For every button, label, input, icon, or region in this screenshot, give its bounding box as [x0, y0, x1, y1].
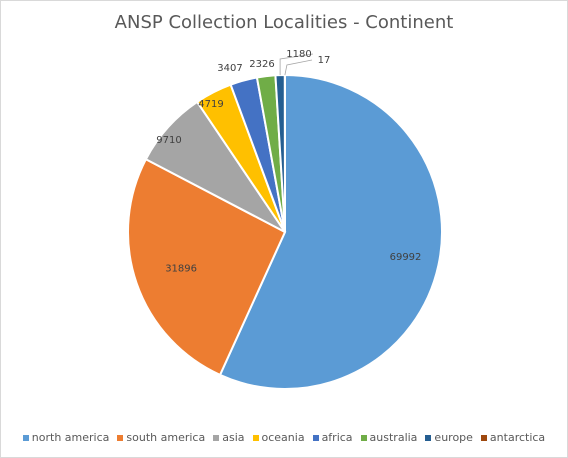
legend-label: africa — [321, 431, 353, 444]
pie-slice-north-america — [218, 73, 443, 390]
legend: north america south america asia oceania afr… — [1, 431, 567, 444]
legend-label: antarctica — [489, 431, 546, 444]
data-label: 2326 — [249, 59, 274, 70]
legend-label: north america — [31, 431, 110, 444]
data-label: 4719 — [198, 99, 223, 110]
legend-label: australia — [369, 431, 418, 444]
data-label: 69992 — [390, 252, 422, 263]
data-label: 31896 — [165, 264, 197, 275]
data-label: 3407 — [217, 63, 242, 74]
legend-swatch — [252, 434, 259, 441]
legend-item: south america — [117, 431, 205, 444]
legend-label: oceania — [261, 431, 305, 444]
legend-label: south america — [126, 431, 206, 444]
legend-item: oceania — [252, 431, 305, 444]
legend-swatch — [117, 434, 124, 441]
legend-swatch — [425, 434, 432, 441]
chart-title: ANSP Collection Localities - Continent — [114, 12, 454, 33]
legend-swatch — [22, 434, 29, 441]
legend-item: asia — [213, 431, 245, 444]
legend-item: africa — [312, 431, 353, 444]
legend-item: antarctica — [480, 431, 546, 444]
legend-item: north america — [22, 431, 110, 444]
leader-line — [284, 59, 313, 76]
legend-item: europe — [425, 431, 473, 444]
data-label: 1180 — [286, 49, 311, 60]
legend-item: australia — [360, 431, 418, 444]
legend-swatch — [360, 434, 367, 441]
legend-label: asia — [222, 431, 245, 444]
data-label: 9710 — [156, 135, 181, 146]
pie-slice-south-america — [127, 157, 287, 377]
legend-swatch — [312, 434, 319, 441]
legend-swatch — [480, 434, 487, 441]
data-label: 17 — [318, 55, 331, 66]
legend-label: europe — [434, 431, 473, 444]
legend-swatch — [213, 434, 220, 441]
leader-line — [279, 53, 314, 76]
